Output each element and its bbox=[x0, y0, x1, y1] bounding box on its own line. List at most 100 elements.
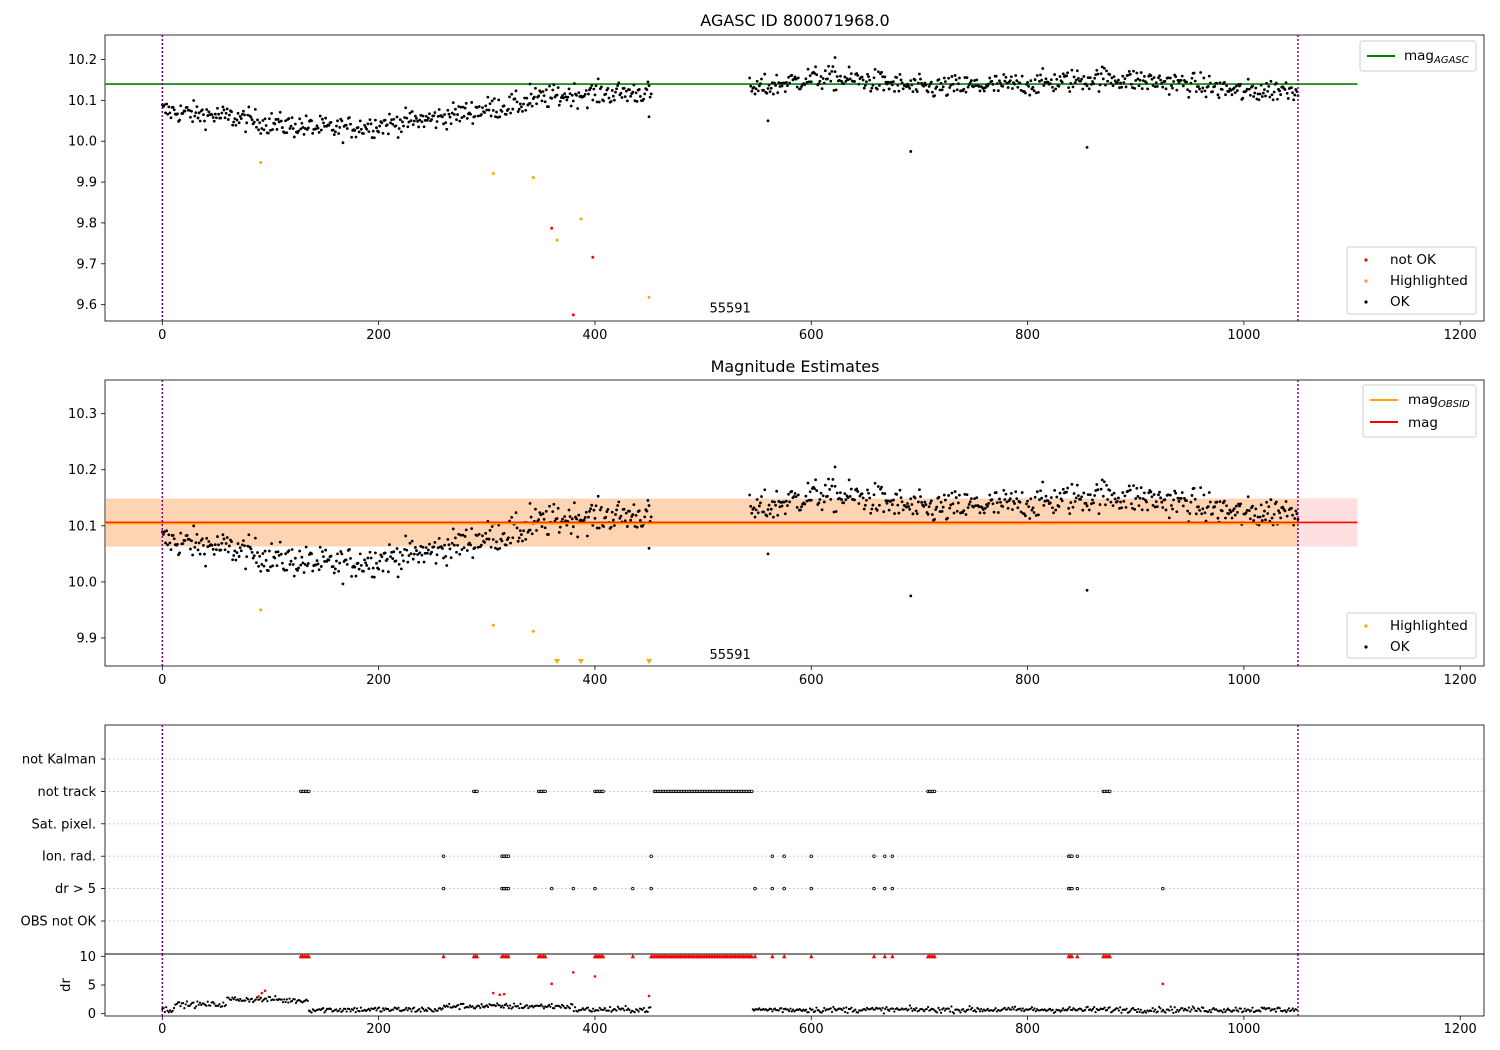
magnitude-ok-point bbox=[962, 509, 966, 513]
magnitude-ok-point bbox=[267, 549, 271, 553]
agasc-ok-point bbox=[577, 91, 581, 95]
magnitude-ok-point bbox=[1207, 491, 1211, 494]
agasc-ok-point bbox=[613, 98, 616, 102]
agasc-ok-point bbox=[623, 95, 627, 99]
agasc-ok-point bbox=[981, 87, 985, 90]
agasc-ok-point bbox=[571, 99, 575, 103]
dr-point bbox=[268, 996, 272, 999]
agasc-ok-point bbox=[517, 107, 521, 111]
dr-point bbox=[1020, 1009, 1023, 1012]
magnitude-ok-point bbox=[418, 551, 422, 555]
agasc-ok-point bbox=[829, 79, 833, 83]
agasc-ok-point bbox=[418, 118, 422, 122]
dr-point bbox=[527, 1006, 530, 1010]
agasc-ok-point bbox=[1003, 79, 1007, 83]
agasc-ok-point bbox=[357, 130, 361, 134]
agasc-ok-point bbox=[337, 132, 341, 135]
agasc-ok-point bbox=[1041, 67, 1045, 70]
dr-offscale-marker bbox=[1075, 954, 1080, 959]
agasc-ok-point bbox=[1272, 90, 1276, 94]
agasc-ok-point bbox=[555, 93, 559, 97]
agasc-ok-point bbox=[786, 84, 789, 88]
dr-point bbox=[943, 1009, 947, 1012]
agasc-ok-point bbox=[1119, 81, 1122, 85]
magnitude-ok-point bbox=[217, 543, 220, 547]
agasc-ok-point bbox=[1096, 72, 1100, 76]
magnitude-ok-point bbox=[1094, 489, 1098, 492]
magnitude-ok-point bbox=[820, 508, 824, 512]
dr-point bbox=[884, 1007, 887, 1010]
magnitude-ok-point bbox=[227, 544, 231, 548]
agasc-ok-point bbox=[1202, 76, 1206, 80]
magnitude-ok-point bbox=[1009, 491, 1013, 495]
agasc-ok-point bbox=[263, 117, 267, 121]
magnitude-ok-point bbox=[252, 554, 256, 558]
agasc-ok-point bbox=[1224, 93, 1227, 97]
magnitude-ok-point bbox=[381, 569, 385, 573]
dr-point bbox=[581, 1007, 584, 1010]
magnitude-ok-point bbox=[646, 499, 650, 502]
agasc-ok-point bbox=[181, 111, 185, 115]
magnitude-ok-point bbox=[1274, 500, 1278, 504]
dr-point bbox=[633, 1011, 636, 1014]
agasc-ok-point bbox=[1126, 73, 1130, 77]
magnitude-ok-point bbox=[364, 561, 368, 565]
agasc-ok-point bbox=[763, 72, 767, 76]
dr-point bbox=[467, 1006, 470, 1009]
dr-point bbox=[1168, 1009, 1171, 1012]
magnitude-legend-marker-1 bbox=[1364, 645, 1368, 649]
magnitude-ok-point bbox=[494, 546, 497, 550]
magnitude-ok-point bbox=[1220, 509, 1224, 513]
dr-point bbox=[265, 997, 268, 1000]
magnitude-ok-point bbox=[324, 548, 328, 552]
magnitude-ok-point bbox=[421, 545, 425, 549]
agasc-ok-point bbox=[883, 75, 887, 79]
magnitude-legend-label-1: OK bbox=[1390, 639, 1411, 655]
magnitude-ok-point bbox=[168, 541, 172, 545]
agasc-ok-point bbox=[752, 85, 756, 89]
agasc-ok-point bbox=[1027, 84, 1031, 88]
dr-point bbox=[538, 1004, 542, 1007]
magnitude-ok-point bbox=[1264, 518, 1267, 522]
magnitude-ok-point bbox=[1166, 493, 1170, 497]
magnitude-ok-point bbox=[939, 500, 943, 504]
magnitude-ok-point bbox=[240, 543, 244, 547]
magnitude-ok-point bbox=[1111, 504, 1115, 508]
magnitude-ok-point bbox=[796, 493, 800, 497]
dr-point bbox=[518, 1007, 521, 1010]
dr-point bbox=[964, 1010, 967, 1013]
magnitude-ok-point bbox=[1008, 497, 1012, 501]
magnitude-ok-point bbox=[483, 540, 487, 544]
magnitude-ok-point bbox=[1072, 492, 1076, 495]
dr-point bbox=[380, 1010, 383, 1013]
agasc-xtick-label-0: 0 bbox=[158, 328, 166, 343]
magnitude-ok-point bbox=[1024, 514, 1027, 518]
magnitude-ok-point bbox=[927, 505, 931, 509]
dr-offscale-marker bbox=[474, 954, 480, 959]
dr-point bbox=[252, 1000, 255, 1004]
dr-point bbox=[341, 1009, 344, 1012]
magnitude-ok-point bbox=[977, 505, 981, 509]
magnitude-ok-point bbox=[617, 500, 621, 504]
magnitude-ok-point bbox=[951, 502, 955, 506]
dr-point bbox=[505, 1002, 508, 1005]
dr-point bbox=[1221, 1011, 1224, 1014]
magnitude-ok-point bbox=[1179, 497, 1183, 500]
agasc-ok-point bbox=[782, 81, 786, 85]
dr-point bbox=[962, 1007, 965, 1011]
agasc-ok-point bbox=[362, 132, 365, 135]
agasc-ok-point bbox=[913, 78, 917, 82]
agasc-ok-point bbox=[757, 84, 761, 88]
magnitude-ok-point bbox=[605, 510, 609, 513]
agasc-ok-point bbox=[1115, 81, 1119, 84]
agasc-ok-point bbox=[253, 107, 257, 111]
magnitude-ok-point bbox=[476, 545, 480, 549]
agasc-ok-point bbox=[367, 130, 371, 133]
agasc-ok-point bbox=[389, 121, 392, 125]
magnitude-ok-point bbox=[817, 501, 821, 505]
flag-marker bbox=[649, 854, 653, 858]
agasc-ok-point bbox=[1292, 98, 1296, 102]
magnitude-ok-point bbox=[775, 489, 779, 493]
agasc-ok-point bbox=[1218, 81, 1222, 85]
agasc-ok-point bbox=[303, 127, 307, 130]
